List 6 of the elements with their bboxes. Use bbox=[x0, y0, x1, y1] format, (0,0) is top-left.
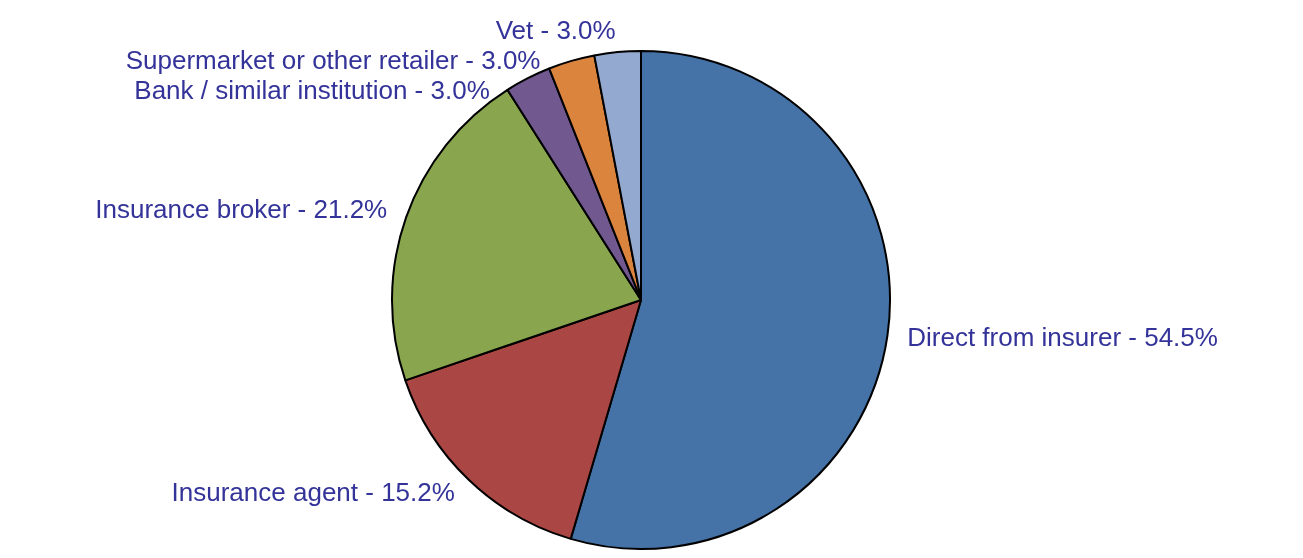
slice-label: Direct from insurer - 54.5% bbox=[907, 321, 1218, 352]
slice-label: Vet - 3.0% bbox=[495, 15, 616, 46]
slice-label: Supermarket or other retailer - 3.0% bbox=[125, 45, 541, 76]
slice-label: Insurance agent - 15.2% bbox=[171, 477, 455, 508]
slice-label: Insurance broker - 21.2% bbox=[95, 193, 388, 224]
slice-label: Bank / similar institution - 3.0% bbox=[134, 75, 490, 106]
